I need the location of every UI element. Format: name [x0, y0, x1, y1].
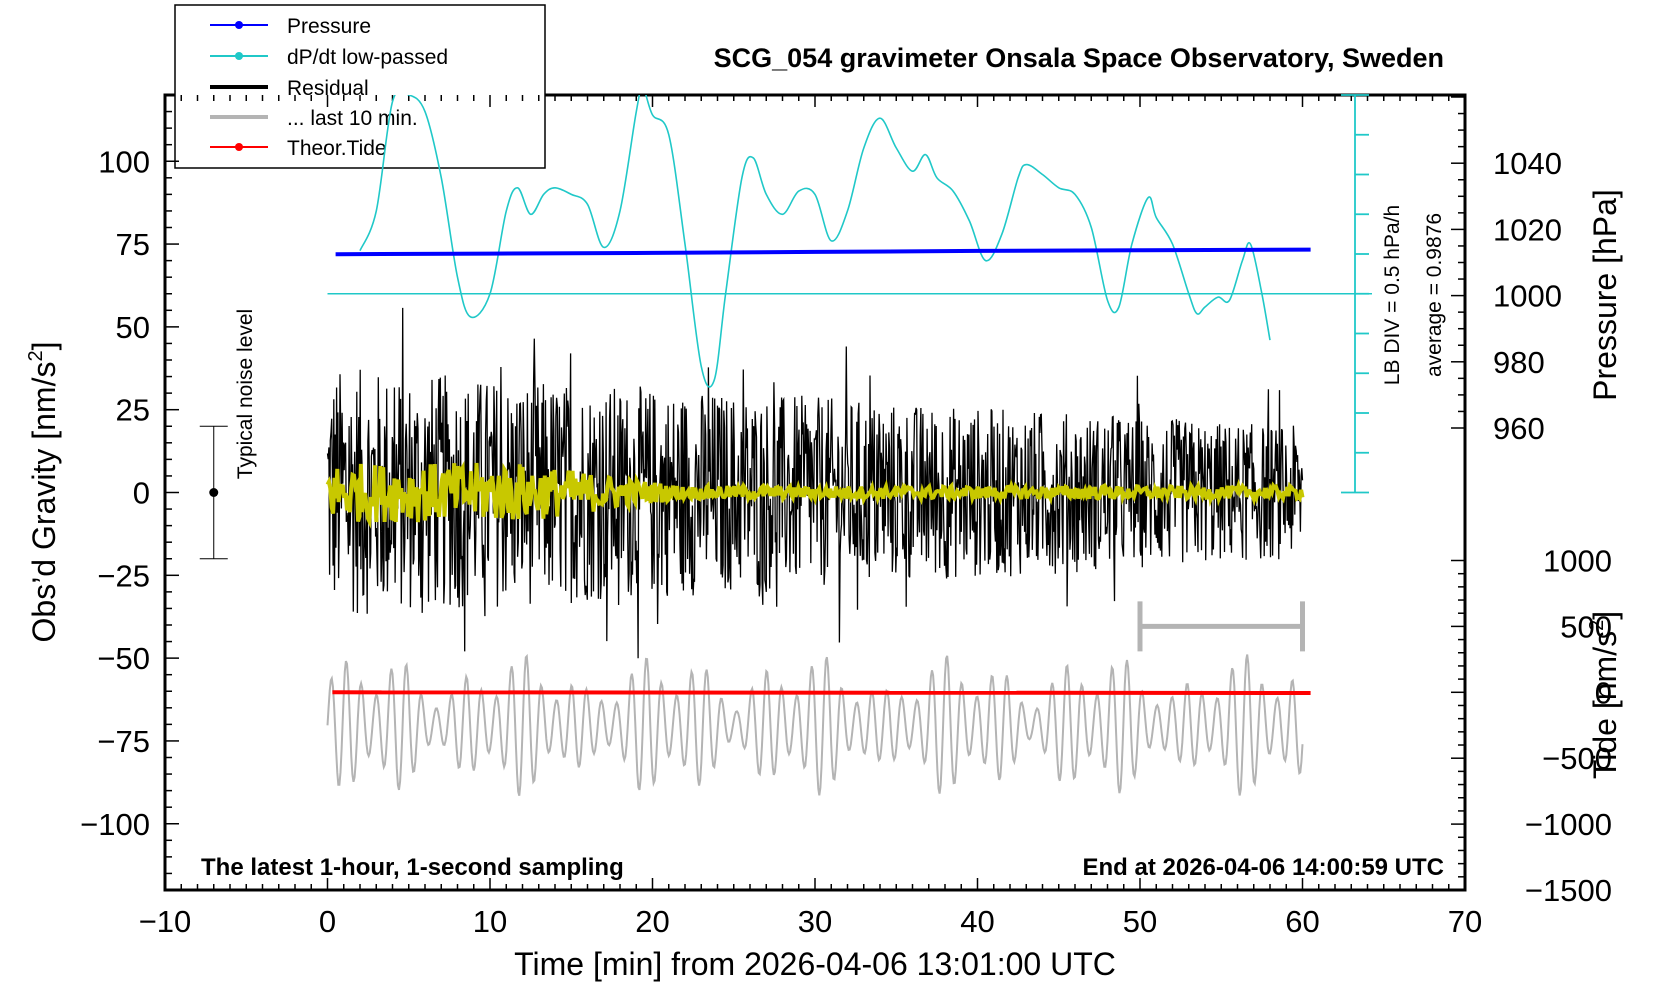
x-tick-label: −10: [139, 904, 192, 939]
legend-item-residual: Residual: [210, 77, 369, 100]
lb-div-axis: [1341, 94, 1369, 494]
x-tick-label: 50: [1123, 904, 1157, 939]
legend-item-dpdt: dP/dt low-passed: [210, 46, 448, 69]
tide-tick-label: −1000: [1525, 807, 1612, 842]
tide-axis-label-tail: ]: [1587, 611, 1623, 620]
pressure-tick-label: 960: [1493, 411, 1545, 446]
pressure-tick-label: 980: [1493, 345, 1545, 380]
bottom-left-note: The latest 1-hour, 1-second sampling: [201, 854, 624, 881]
tide-axis-label: Tide [nm/s2]: [1586, 611, 1623, 779]
y-tick-label: 100: [98, 144, 150, 179]
y-tick-label: −75: [97, 724, 150, 759]
tide-tick-label: −500: [1542, 741, 1612, 776]
tide-axis-label-main: Tide [nm/s: [1587, 631, 1623, 779]
average-label: average = 0.9876: [1423, 213, 1446, 377]
x-axis-label: Time [min] from 2026-04-06 13:01:00 UTC: [514, 946, 1116, 982]
series-residual: [326, 307, 1304, 659]
noise-level-label: Typical noise level: [234, 309, 257, 479]
series-last-10-min: [326, 653, 1304, 796]
legend-item-pressure: Pressure: [210, 15, 371, 38]
x-tick-label: 30: [798, 904, 832, 939]
lb-div-label: LB DIV = 0.5 hPa/h: [1381, 205, 1404, 385]
series-pressure: [335, 247, 1311, 257]
y-axis-left-ticks: 100 75 50 25 0 −25 −50 −75 −100: [80, 110, 179, 875]
pressure-axis-label: Pressure [hPa]: [1587, 189, 1623, 401]
legend-label-last10: ... last 10 min.: [287, 107, 418, 130]
pressure-tick-label: 1040: [1493, 146, 1562, 181]
x-tick-label: 10: [473, 904, 507, 939]
legend-label-residual: Residual: [287, 77, 369, 100]
tide-axis-ticks: 1000 500 0 −500 −1000 −1500: [1451, 544, 1612, 908]
x-tick-label: 60: [1285, 904, 1319, 939]
x-tick-label: 0: [319, 904, 336, 939]
legend-item-last10: ... last 10 min.: [210, 107, 418, 130]
last10-bracket: [1137, 601, 1305, 652]
series-dpdt: [359, 95, 1271, 388]
tide-tick-label: 1000: [1543, 544, 1612, 579]
bottom-right-note: End at 2026-04-06 14:00:59 UTC: [1083, 854, 1445, 881]
y-axis-left-label-sup: 2: [25, 350, 47, 361]
legend-label-pressure: Pressure: [287, 15, 371, 38]
series-layer: [325, 95, 1372, 796]
y-tick-label: 75: [116, 227, 150, 262]
series-theor-tide: [332, 690, 1311, 695]
y-axis-left-label-tail: ]: [26, 342, 62, 351]
series-residual-lowpassed: [325, 460, 1305, 529]
tide-tick-label: 0: [1595, 675, 1612, 710]
y-tick-label: −25: [97, 558, 150, 593]
y-tick-label: 0: [133, 476, 150, 511]
legend-marker-tide: [235, 143, 243, 151]
legend-label-dpdt: dP/dt low-passed: [287, 46, 448, 69]
y-axis-left-label-main: Obs’d Gravity [nm/s: [26, 362, 62, 643]
noise-indicator: [199, 425, 228, 560]
tide-axis-label-sup: 2: [1586, 620, 1608, 631]
noise-center-dot: [209, 488, 219, 497]
x-tick-label: 20: [635, 904, 669, 939]
pressure-tick-label: 1020: [1493, 212, 1562, 247]
x-axis-ticks: −10 0 10 20 30 40 50 60 70: [139, 95, 1482, 939]
legend-label-tide: Theor.Tide: [287, 137, 387, 160]
legend: Pressure dP/dt low-passed Residual ... l…: [174, 4, 546, 169]
pressure-axis-ticks: 1040 1020 1000 980 960: [1451, 96, 1562, 446]
tide-tick-label: −1500: [1525, 873, 1612, 908]
y-tick-label: 50: [116, 310, 150, 345]
pressure-tick-label: 1000: [1493, 279, 1562, 314]
y-tick-label: −100: [80, 807, 150, 842]
x-tick-label: 40: [960, 904, 994, 939]
y-tick-label: 25: [116, 393, 150, 428]
chart-title: SCG_054 gravimeter Onsala Space Observat…: [714, 43, 1444, 73]
x-tick-label: 70: [1448, 904, 1482, 939]
legend-item-tide: Theor.Tide: [210, 137, 387, 160]
y-axis-left-label: Obs’d Gravity [nm/s2]: [25, 342, 62, 643]
tide-tick-label: 500: [1560, 609, 1612, 644]
legend-marker-dpdt: [235, 52, 243, 60]
y-tick-label: −50: [97, 641, 150, 676]
legend-marker-pressure: [235, 21, 243, 29]
